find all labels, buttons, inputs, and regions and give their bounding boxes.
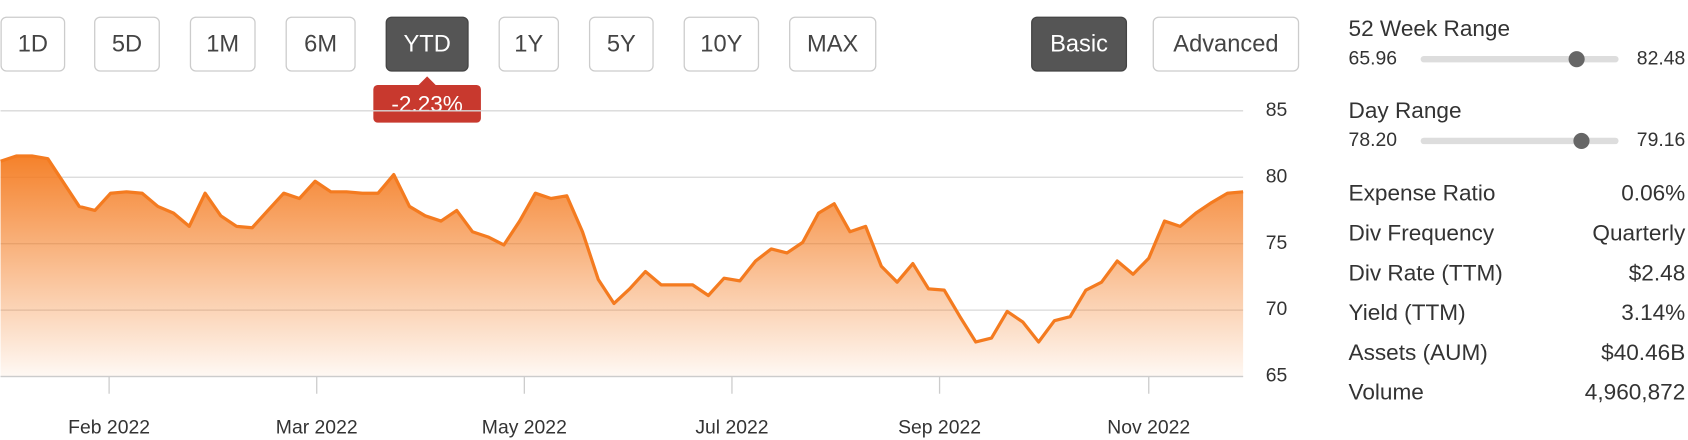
button-frame xyxy=(1031,16,1128,72)
x-tick-label: Mar 2022 xyxy=(276,416,358,438)
button-frame xyxy=(1152,16,1300,72)
toggle-button[interactable]: 5Y xyxy=(588,16,654,72)
x-tick-label: Sep 2022 xyxy=(898,416,981,438)
range-label: Day Range xyxy=(1349,98,1462,123)
stat-label: Yield (TTM) xyxy=(1349,300,1466,325)
price-area xyxy=(0,155,1244,377)
button-label: Basic xyxy=(1050,31,1108,57)
toggle-button[interactable]: 6M xyxy=(285,16,356,72)
range-marker xyxy=(1568,51,1585,68)
y-tick-label: 65 xyxy=(1266,365,1288,387)
button-frame xyxy=(385,16,469,72)
x-tick-label: Nov 2022 xyxy=(1107,416,1190,438)
toggle-button[interactable]: Advanced xyxy=(1152,16,1300,72)
button-frame xyxy=(94,16,160,72)
range-track xyxy=(1420,55,1619,63)
button-frame xyxy=(588,16,654,72)
y-tick-label: 85 xyxy=(1266,99,1288,121)
x-tick-label: Feb 2022 xyxy=(68,416,150,438)
button-label: 5D xyxy=(112,31,142,57)
change-badge xyxy=(373,84,481,123)
stat-value: Quarterly xyxy=(1592,220,1686,245)
button-label: 6M xyxy=(304,31,337,57)
change-badge-text: -2.23% xyxy=(391,91,463,116)
y-tick-label: 80 xyxy=(1266,165,1288,187)
button-frame xyxy=(285,16,356,72)
button-label: MAX xyxy=(807,31,858,57)
button-label: 1D xyxy=(18,31,48,57)
toggle-button[interactable]: Basic xyxy=(1031,16,1128,72)
y-tick-label: 70 xyxy=(1266,298,1288,320)
toggle-button[interactable]: MAX xyxy=(789,16,877,72)
price-line xyxy=(0,154,1244,344)
toggle-button[interactable]: 5D xyxy=(94,16,160,72)
stat-value: 3.14% xyxy=(1621,300,1685,325)
button-label: Advanced xyxy=(1173,31,1278,57)
button-frame xyxy=(498,16,560,72)
badge-pointer xyxy=(417,76,437,87)
button-frame xyxy=(789,16,877,72)
toggle-button[interactable]: 10Y xyxy=(683,16,760,72)
range-label: 52 Week Range xyxy=(1349,16,1510,41)
stat-value: 4,960,872 xyxy=(1585,380,1685,405)
x-tick-label: Jul 2022 xyxy=(695,416,768,438)
stat-value: $2.48 xyxy=(1629,260,1686,285)
stat-value: $40.46B xyxy=(1601,340,1685,365)
range-track xyxy=(1420,137,1619,145)
toggle-button[interactable]: 1M xyxy=(189,16,256,72)
button-label: YTD xyxy=(403,31,450,57)
stat-label: Assets (AUM) xyxy=(1349,340,1488,365)
toggle-button[interactable]: 1Y xyxy=(498,16,560,72)
button-label: 5Y xyxy=(607,31,636,57)
toggle-button[interactable]: 1D xyxy=(0,16,66,72)
stat-label: Expense Ratio xyxy=(1349,181,1496,206)
toggle-button[interactable]: YTD xyxy=(385,16,469,72)
button-frame xyxy=(189,16,256,72)
stat-label: Div Rate (TTM) xyxy=(1349,260,1503,285)
range-marker xyxy=(1573,132,1590,149)
button-label: 1Y xyxy=(514,31,543,57)
button-frame xyxy=(683,16,760,72)
button-label: 1M xyxy=(206,31,239,57)
button-frame xyxy=(0,16,66,72)
stat-label: Div Frequency xyxy=(1349,220,1495,245)
range-high: 79.16 xyxy=(1637,129,1685,151)
y-tick-label: 75 xyxy=(1266,232,1288,254)
range-low: 78.20 xyxy=(1349,129,1398,151)
stat-label: Volume xyxy=(1349,380,1424,405)
range-high: 82.48 xyxy=(1637,47,1685,69)
x-tick-label: May 2022 xyxy=(482,416,567,438)
button-label: 10Y xyxy=(700,31,742,57)
stat-value: 0.06% xyxy=(1621,181,1685,206)
range-low: 65.96 xyxy=(1349,47,1397,69)
